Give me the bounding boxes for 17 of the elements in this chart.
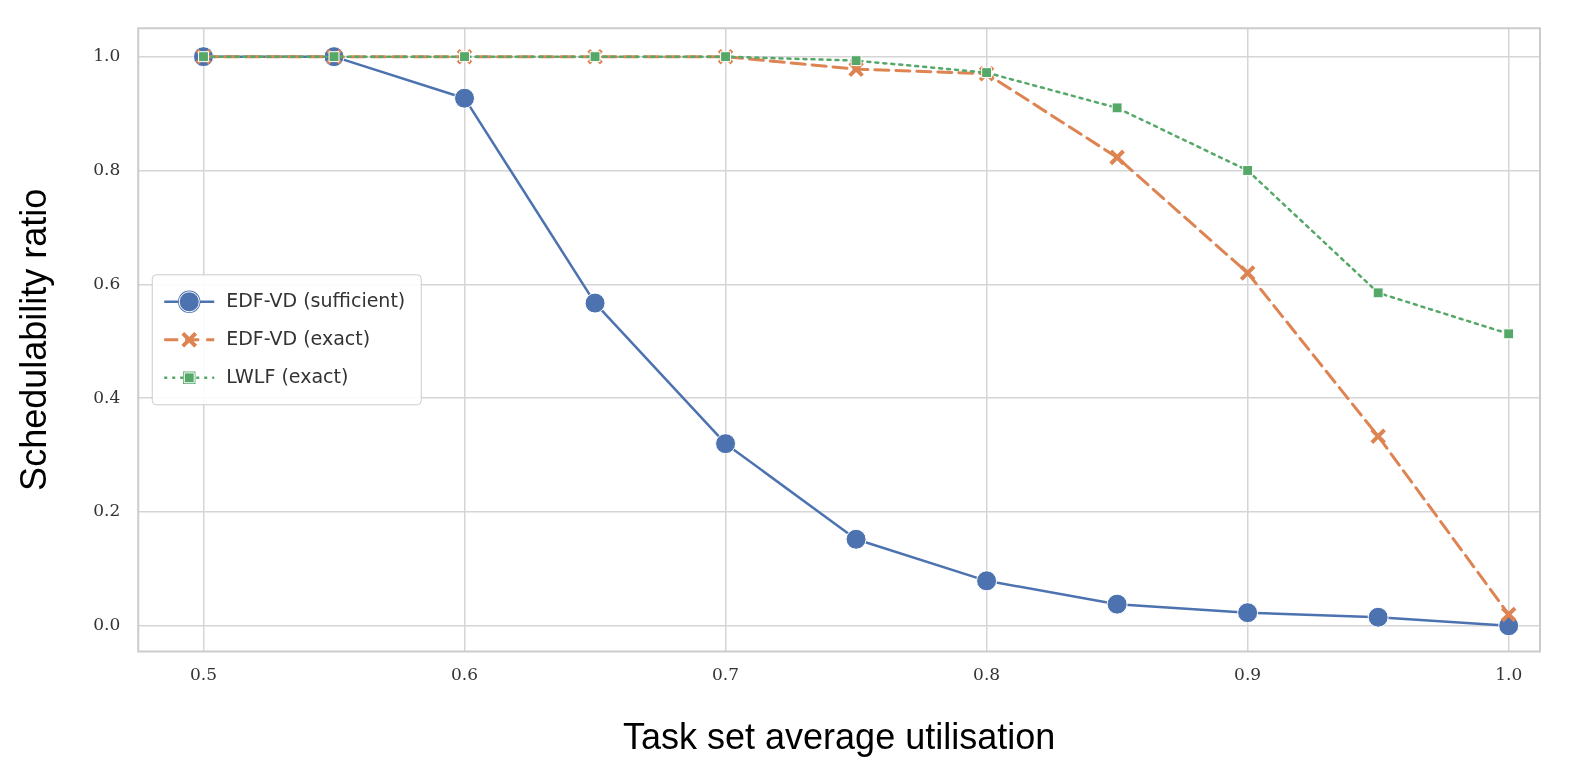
x-tick-label: 0.6 (451, 664, 479, 685)
y-tick-label: 0.0 (93, 614, 121, 635)
legend-label: EDF-VD (exact) (226, 326, 371, 349)
y-tick-label: 0.6 (93, 272, 121, 293)
x-tick-label: 1.0 (1495, 664, 1523, 685)
x-tick-label: 0.5 (189, 664, 218, 685)
y-tick-label: 1.0 (93, 45, 121, 66)
legend-label: EDF-VD (sufficient) (226, 288, 406, 311)
y-tick-label: 0.2 (93, 500, 121, 521)
y-tick-label: 0.8 (93, 158, 121, 179)
x-tick-label: 0.8 (973, 664, 1001, 685)
x-axis-title: Task set average utilisation (623, 716, 1056, 758)
y-tick-label: 0.4 (93, 386, 121, 407)
y-axis-title: Schedulability ratio (12, 188, 54, 491)
x-tick-label: 0.7 (712, 664, 740, 685)
legend-label: LWLF (exact) (226, 364, 349, 387)
x-tick-label: 0.9 (1234, 664, 1262, 685)
